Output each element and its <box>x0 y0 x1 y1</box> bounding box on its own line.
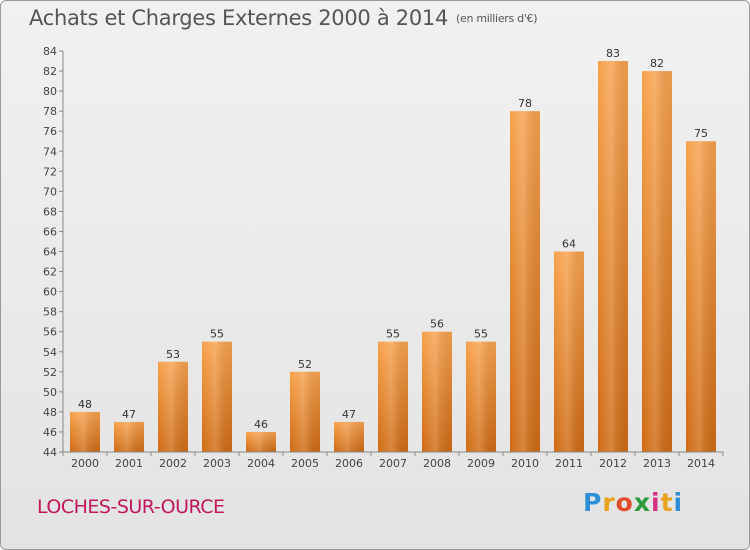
y-tick-label: 44 <box>43 446 57 459</box>
x-tick-label-2008: 2008 <box>423 457 451 470</box>
data-label-2014: 75 <box>694 127 708 140</box>
x-tick-label-2011: 2011 <box>555 457 583 470</box>
bar-shine-2003 <box>202 341 232 452</box>
logo-letter: x <box>633 488 651 517</box>
y-tick-label: 48 <box>43 406 57 419</box>
x-tick-label-2002: 2002 <box>159 457 187 470</box>
x-tick-label-2005: 2005 <box>291 457 319 470</box>
y-axis: 44 46 48 50 52 54 56 58 60 62 64 66 68 70 72 74 76 78 80 82… <box>43 45 64 459</box>
bar-shine-2002 <box>158 361 188 452</box>
logo-letter: r <box>602 488 616 517</box>
proxiti-logo: Proxiti <box>583 488 683 517</box>
x-tick-label-2014: 2014 <box>687 457 715 470</box>
data-label-2006: 47 <box>342 408 356 421</box>
data-label-2003: 55 <box>210 328 224 341</box>
y-tick-label: 50 <box>43 386 57 399</box>
logo-letter: P <box>583 488 603 517</box>
data-label-2000: 48 <box>78 398 92 411</box>
logo-letter: i <box>673 488 684 517</box>
x-axis: 2000 2001 2002 2003 2004 2005 2006 2007 2008 2009… <box>62 451 724 470</box>
bar-shine-2001 <box>114 421 144 452</box>
logo-letter: t <box>660 488 674 517</box>
y-tick-label: 76 <box>43 125 57 138</box>
data-label-2001: 47 <box>122 408 136 421</box>
chart-title: Achats et Charges Externes 2000 à 2014 (e… <box>29 6 538 30</box>
y-tick-label: 52 <box>43 366 57 379</box>
y-tick-label: 78 <box>43 105 57 118</box>
y-tick-label: 84 <box>43 45 57 58</box>
x-tick-label-2009: 2009 <box>467 457 495 470</box>
x-tick-label-2007: 2007 <box>379 457 407 470</box>
x-tick-label-2006: 2006 <box>335 457 363 470</box>
y-tick-label: 64 <box>43 246 57 259</box>
y-tick-label: 68 <box>43 205 57 218</box>
bar-shine-2000 <box>70 411 100 452</box>
bar-shine-2010 <box>510 111 540 453</box>
data-label-2012: 83 <box>606 47 620 60</box>
data-label-2009: 55 <box>474 328 488 341</box>
data-label-2005: 52 <box>298 358 312 371</box>
data-label-2010: 78 <box>518 97 532 110</box>
bar-shine-2014 <box>686 141 716 452</box>
bar-shine-2009 <box>466 341 496 452</box>
y-tick-label: 56 <box>43 326 57 339</box>
y-tick-label: 80 <box>43 85 57 98</box>
y-tick-label: 62 <box>43 266 57 279</box>
x-tick-label-2013: 2013 <box>643 457 671 470</box>
commune-name: LOCHES-SUR-OURCE <box>37 496 225 518</box>
y-tick-label: 60 <box>43 286 57 299</box>
bar-shine-2006 <box>334 421 364 452</box>
y-tick-label: 54 <box>43 346 57 359</box>
bar-shine-2004 <box>246 431 276 452</box>
y-tick-label: 72 <box>43 165 57 178</box>
x-tick-label-2001: 2001 <box>115 457 143 470</box>
y-tick-label: 66 <box>43 225 57 238</box>
x-tick-label-2003: 2003 <box>203 457 231 470</box>
x-tick-label-2012: 2012 <box>599 457 627 470</box>
x-tick-label-2010: 2010 <box>511 457 539 470</box>
data-label-2002: 53 <box>166 348 180 361</box>
data-label-2011: 64 <box>562 238 576 251</box>
y-tick-label: 74 <box>43 145 57 158</box>
bar-shine-2007 <box>378 341 408 452</box>
bar-shine-2011 <box>554 251 584 452</box>
bar-shine-2005 <box>290 371 320 452</box>
data-label-2007: 55 <box>386 328 400 341</box>
bar-shine-2013 <box>642 71 672 453</box>
chart-title-text: Achats et Charges Externes 2000 à 2014 <box>29 6 449 30</box>
x-tick-label-2004: 2004 <box>247 457 275 470</box>
bars-group: 48 47 53 55 46 52 47 55 56 55 78 64 83 82 75 <box>70 47 716 453</box>
logo-letter: i <box>651 488 661 517</box>
y-tick-label: 58 <box>43 306 57 319</box>
chart-subtitle: (en milliers d'€) <box>456 12 538 25</box>
x-tick-label-2000: 2000 <box>71 457 99 470</box>
data-label-2013: 82 <box>650 57 664 70</box>
y-tick-label: 46 <box>43 426 57 439</box>
y-tick-label: 70 <box>43 185 57 198</box>
data-label-2004: 46 <box>254 418 268 431</box>
y-tick-label: 82 <box>43 65 57 78</box>
bar-shine-2008 <box>422 331 452 452</box>
logo-letter: o <box>615 488 634 517</box>
data-label-2008: 56 <box>430 318 444 331</box>
bar-shine-2012 <box>598 61 628 453</box>
